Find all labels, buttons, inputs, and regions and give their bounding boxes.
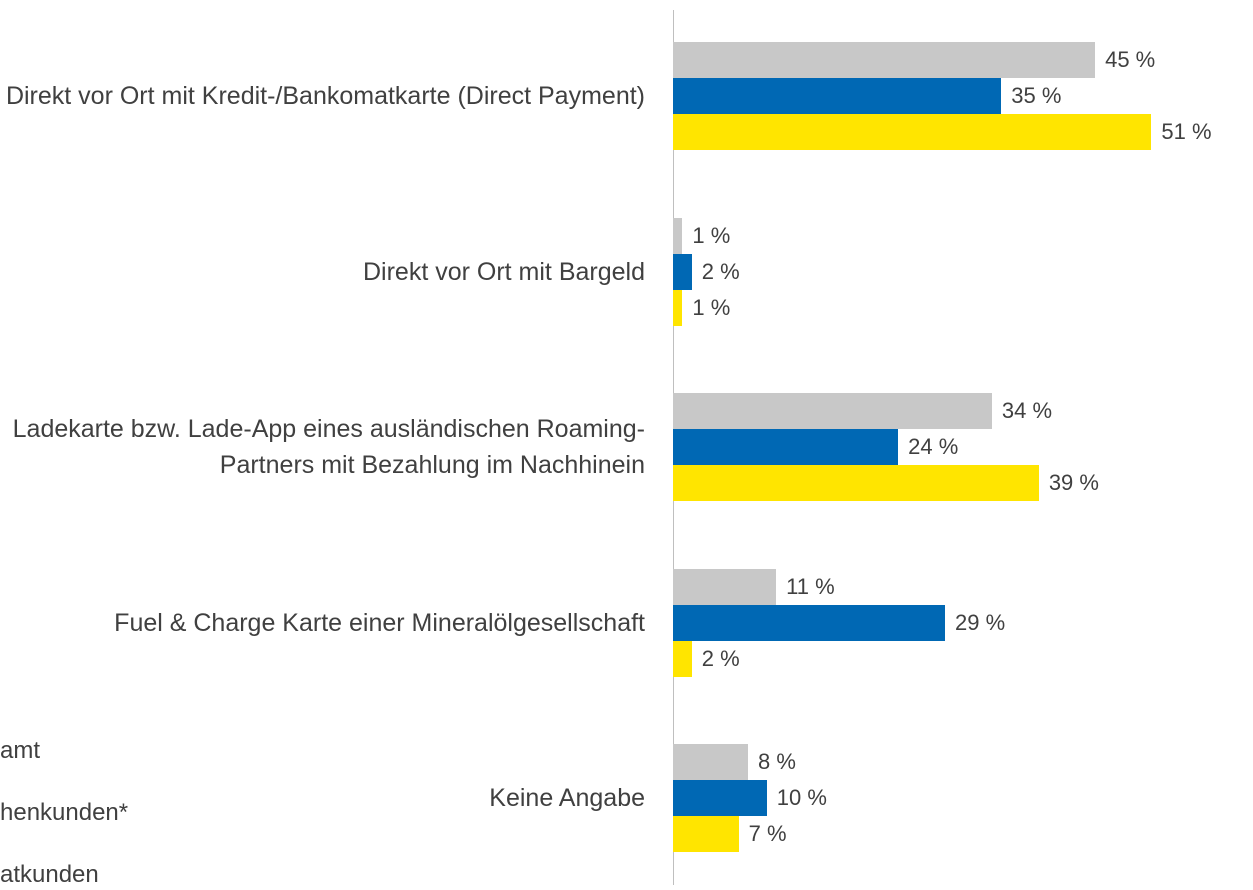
legend-label: henkunden* bbox=[0, 799, 129, 826]
value-label: 1 % bbox=[692, 222, 731, 248]
bar bbox=[673, 78, 1002, 114]
bar bbox=[673, 568, 777, 605]
value-label: 51 % bbox=[1161, 119, 1212, 144]
value-label: 39 % bbox=[1048, 470, 1099, 495]
bar bbox=[673, 289, 683, 326]
bar bbox=[673, 253, 692, 290]
bar bbox=[673, 114, 1152, 150]
bar bbox=[673, 780, 767, 816]
category-label: Direkt vor Ort mit Bargeld bbox=[362, 257, 645, 286]
bar bbox=[673, 465, 1039, 501]
value-label: 2 % bbox=[701, 258, 740, 284]
category-label: Fuel & Charge Karte einer Mineralölgesel… bbox=[114, 608, 645, 637]
bar bbox=[673, 816, 739, 852]
value-label: 11 % bbox=[786, 573, 835, 599]
bar bbox=[673, 640, 692, 677]
value-label: 7 % bbox=[748, 821, 787, 846]
bar bbox=[673, 393, 992, 429]
bar bbox=[673, 42, 1096, 78]
value-label: 35 % bbox=[1011, 83, 1062, 108]
value-label: 45 % bbox=[1105, 47, 1156, 72]
value-label: 1 % bbox=[692, 294, 731, 320]
category-label: Keine Angabe bbox=[489, 784, 645, 812]
category-label: Direkt vor Ort mit Kredit-/Bankomatkarte… bbox=[5, 82, 645, 110]
bar bbox=[673, 429, 899, 465]
value-label: 24 % bbox=[908, 434, 959, 459]
bar bbox=[673, 217, 683, 254]
legend-label: amt bbox=[0, 737, 41, 764]
value-label: 29 % bbox=[955, 609, 1006, 635]
value-label: 2 % bbox=[701, 645, 740, 671]
bar bbox=[673, 604, 946, 641]
value-label: 8 % bbox=[758, 749, 796, 774]
legend-label: atkunden bbox=[0, 861, 99, 888]
value-label: 10 % bbox=[776, 785, 827, 810]
value-label: 34 % bbox=[1001, 398, 1053, 423]
bar bbox=[673, 744, 749, 780]
category-label: Ladekarte bzw. Lade-App eines ausländisc… bbox=[12, 415, 645, 479]
